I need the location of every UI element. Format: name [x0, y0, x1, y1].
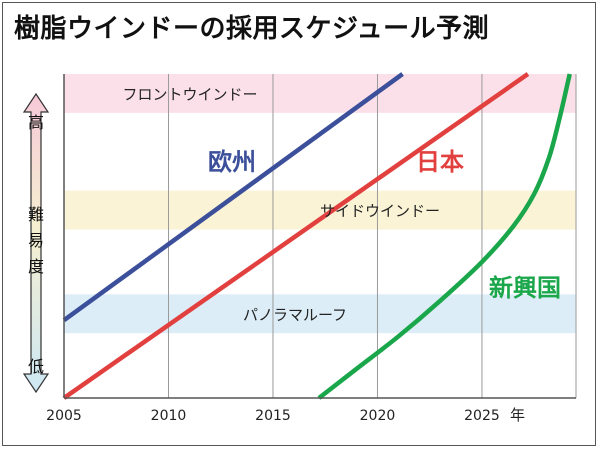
y-axis-high-label: 高 [28, 113, 44, 132]
difficulty-arrow-icon [22, 92, 50, 394]
band-label-2: サイドウインドー [320, 202, 440, 220]
chart-title: 樹脂ウインドーの採用スケジュール予測 [14, 14, 490, 44]
band-label-1: フロントウインドー [122, 85, 257, 103]
y-axis-word-label: 難易度 [28, 205, 44, 276]
chart-frame [2, 2, 596, 446]
band-2 [64, 190, 576, 230]
band-3 [64, 294, 576, 334]
band-1 [64, 74, 576, 113]
x-unit-label: 年 [510, 406, 525, 424]
y-axis-low-label: 低 [28, 357, 44, 376]
x-tick-label-2005: 2005 [46, 408, 82, 424]
x-tick-label-2025: 2025 [464, 408, 500, 424]
x-tick-label-2015: 2015 [255, 408, 291, 424]
series-label-3: 新興国 [489, 274, 561, 302]
series-line-2 [62, 72, 530, 400]
series-label-1: 欧州 [208, 148, 256, 176]
x-tick-label-2020: 2020 [360, 408, 396, 424]
band-label-3: パノラマルーフ [243, 306, 347, 324]
series-line-1 [62, 72, 404, 323]
series-label-2: 日本 [416, 148, 464, 176]
x-tick-label-2010: 2010 [151, 408, 187, 424]
series-line-3 [317, 73, 572, 400]
